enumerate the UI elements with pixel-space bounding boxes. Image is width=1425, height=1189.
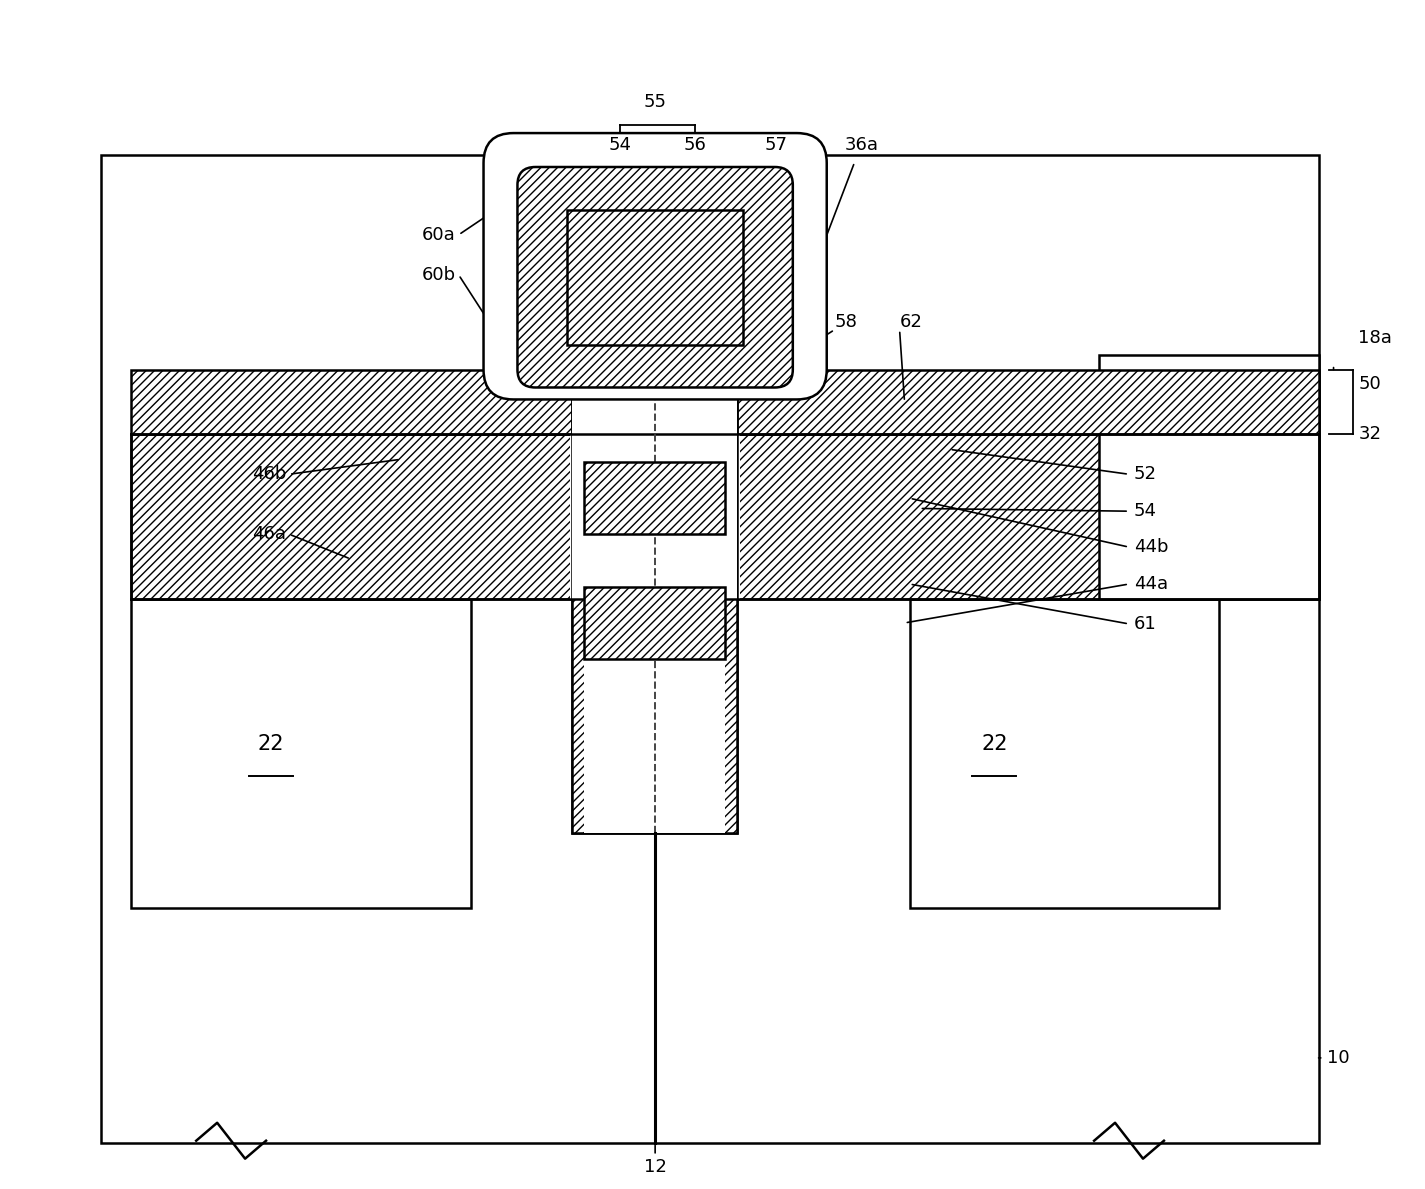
Text: 50: 50 [1358,376,1381,394]
Text: 54: 54 [1134,502,1157,521]
Text: 60a: 60a [422,226,456,244]
Text: 55: 55 [644,93,667,111]
Bar [573,370,737,833]
Text: 44b: 44b [1134,539,1168,556]
FancyBboxPatch shape [517,166,792,388]
Bar [131,599,470,908]
Text: 56: 56 [684,136,707,155]
Bar [584,463,725,534]
Bar [1099,354,1318,599]
Text: 58: 58 [835,313,858,331]
Bar [573,370,737,833]
Bar [131,434,1318,599]
Bar [567,210,742,345]
Text: 61: 61 [1134,615,1157,633]
Text: 54: 54 [608,136,631,155]
Text: 12: 12 [644,1158,667,1176]
Text: 46a: 46a [252,526,286,543]
Bar [570,434,740,599]
Text: 46b: 46b [252,465,286,483]
Bar [573,370,737,434]
Text: 22: 22 [980,734,1007,754]
Bar [909,599,1218,908]
Text: 52: 52 [1134,465,1157,483]
Text: 62: 62 [899,313,922,331]
Text: 60b: 60b [422,266,456,284]
Bar [101,155,1318,1143]
Text: 22: 22 [258,734,284,754]
Bar [584,587,725,659]
Bar [573,434,737,599]
Bar [131,370,1318,434]
Text: 10: 10 [1327,1049,1349,1067]
Text: 18a: 18a [1358,328,1392,347]
Bar [584,659,725,833]
FancyBboxPatch shape [483,133,826,400]
Text: 32: 32 [1358,426,1381,443]
Text: 36a: 36a [845,136,879,155]
Text: 44a: 44a [1134,575,1168,593]
Text: 57: 57 [765,136,788,155]
